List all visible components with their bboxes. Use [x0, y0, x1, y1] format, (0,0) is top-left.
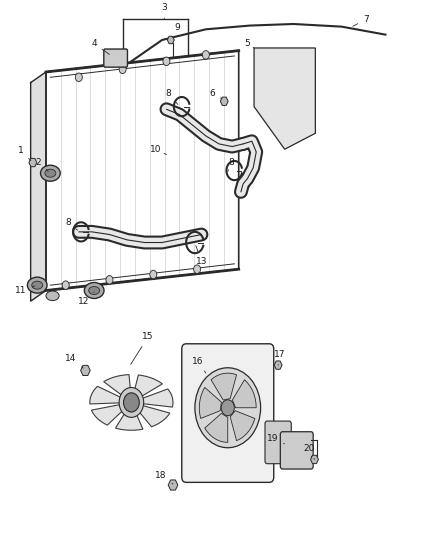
Polygon shape — [116, 409, 143, 430]
Text: 16: 16 — [192, 357, 206, 373]
Text: 5: 5 — [244, 39, 254, 48]
Text: 15: 15 — [131, 333, 154, 365]
Text: 6: 6 — [209, 89, 222, 99]
Polygon shape — [90, 386, 123, 404]
Polygon shape — [167, 36, 174, 44]
Text: 13: 13 — [196, 246, 207, 265]
Polygon shape — [141, 389, 173, 407]
Text: 4: 4 — [92, 39, 110, 54]
Polygon shape — [233, 379, 256, 408]
Circle shape — [62, 281, 69, 289]
Circle shape — [150, 270, 157, 279]
Ellipse shape — [40, 165, 60, 181]
Text: 8: 8 — [228, 158, 234, 172]
Polygon shape — [168, 480, 178, 490]
Text: 1: 1 — [18, 147, 31, 160]
Ellipse shape — [32, 281, 43, 289]
Circle shape — [195, 368, 261, 448]
Circle shape — [124, 393, 139, 412]
Circle shape — [119, 65, 126, 74]
Text: 18: 18 — [155, 471, 173, 484]
Polygon shape — [230, 411, 255, 441]
Ellipse shape — [88, 287, 99, 295]
Text: 17: 17 — [274, 350, 285, 365]
Text: 11: 11 — [15, 286, 35, 295]
Circle shape — [202, 51, 209, 59]
Polygon shape — [81, 365, 90, 376]
Circle shape — [106, 276, 113, 284]
Text: 9: 9 — [172, 23, 180, 37]
Circle shape — [163, 57, 170, 66]
FancyBboxPatch shape — [280, 432, 313, 469]
Text: 10: 10 — [150, 145, 166, 155]
Ellipse shape — [84, 282, 104, 298]
Text: 8: 8 — [65, 219, 78, 230]
Circle shape — [194, 265, 201, 273]
Polygon shape — [31, 72, 46, 301]
Text: 20: 20 — [303, 445, 314, 459]
FancyBboxPatch shape — [104, 49, 127, 67]
Ellipse shape — [90, 287, 103, 297]
FancyBboxPatch shape — [182, 344, 274, 482]
Polygon shape — [133, 375, 162, 398]
Ellipse shape — [45, 169, 56, 177]
Polygon shape — [199, 387, 221, 418]
Polygon shape — [254, 48, 315, 149]
Circle shape — [75, 73, 82, 82]
Text: 12: 12 — [78, 292, 94, 305]
Ellipse shape — [46, 291, 59, 301]
Text: 19: 19 — [267, 434, 284, 444]
Circle shape — [221, 400, 234, 416]
Polygon shape — [29, 158, 37, 167]
FancyBboxPatch shape — [265, 421, 291, 464]
Text: 2: 2 — [36, 158, 48, 172]
Polygon shape — [205, 414, 228, 442]
Polygon shape — [274, 361, 282, 369]
Polygon shape — [137, 405, 170, 427]
Polygon shape — [92, 405, 125, 425]
Text: 14: 14 — [65, 354, 83, 368]
Circle shape — [119, 387, 144, 417]
Ellipse shape — [27, 277, 47, 293]
Text: 7: 7 — [353, 15, 369, 26]
Text: 8: 8 — [166, 89, 178, 104]
Text: 3: 3 — [161, 4, 167, 19]
Polygon shape — [311, 455, 318, 464]
Polygon shape — [104, 375, 131, 397]
Polygon shape — [211, 373, 237, 400]
Polygon shape — [220, 97, 228, 106]
